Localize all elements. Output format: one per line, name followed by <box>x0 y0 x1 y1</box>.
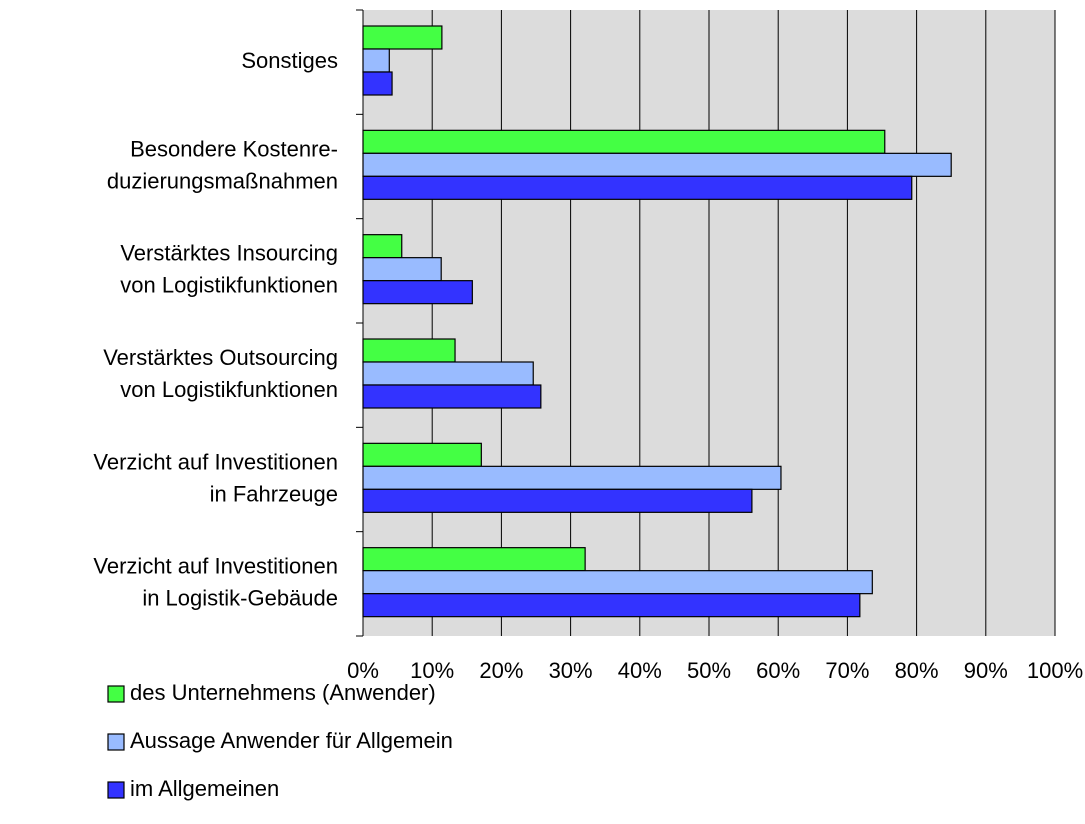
bar <box>362 152 952 177</box>
x-tick-label: 50% <box>687 658 731 683</box>
y-tick-label: von Logistikfunktionen <box>120 377 338 402</box>
x-tick-label: 70% <box>825 658 869 683</box>
x-tick-label: 60% <box>756 658 800 683</box>
bar <box>362 488 753 513</box>
bar <box>362 234 403 259</box>
bar <box>362 442 482 467</box>
x-tick-label: 30% <box>549 658 593 683</box>
legend-label: des Unternehmens (Anwender) <box>130 680 436 705</box>
bar <box>362 129 886 154</box>
bar <box>362 257 442 282</box>
legend-swatch <box>107 685 125 703</box>
bar <box>362 280 473 305</box>
bar <box>362 384 542 409</box>
y-tick-label: Verzicht auf Investitionen <box>93 449 338 474</box>
y-tick-label: duzierungsmaßnahmen <box>107 168 338 193</box>
bar <box>362 570 873 595</box>
legend-label: im Allgemeinen <box>130 776 279 801</box>
bar <box>362 71 393 96</box>
y-tick-label: Sonstiges <box>241 48 338 73</box>
y-tick-label: Besondere Kostenre- <box>130 136 338 161</box>
x-tick-label: 20% <box>479 658 523 683</box>
legend-swatch <box>107 781 125 799</box>
x-tick-label: 10% <box>410 658 454 683</box>
x-tick-label: 40% <box>618 658 662 683</box>
y-tick-label: Verstärktes Insourcing <box>120 241 338 266</box>
y-tick-label: in Logistik-Gebäude <box>142 586 338 611</box>
y-tick-label: Verzicht auf Investitionen <box>93 554 338 579</box>
legend-swatch <box>107 733 125 751</box>
x-tick-label: 100% <box>1027 658 1083 683</box>
bar <box>362 593 861 618</box>
bar <box>362 175 913 200</box>
x-tick-label: 80% <box>895 658 939 683</box>
y-tick-label: Verstärktes Outsourcing <box>103 345 338 370</box>
bar <box>362 547 586 572</box>
legend-label: Aussage Anwender für Allgemein <box>130 728 453 753</box>
bar <box>362 361 534 386</box>
x-tick-label: 0% <box>347 658 379 683</box>
y-tick-label: von Logistikfunktionen <box>120 273 338 298</box>
bar <box>362 48 390 73</box>
bar <box>362 338 456 363</box>
bar <box>362 465 782 490</box>
bar <box>362 25 443 50</box>
x-tick-label: 90% <box>964 658 1008 683</box>
y-tick-label: in Fahrzeuge <box>210 481 338 506</box>
